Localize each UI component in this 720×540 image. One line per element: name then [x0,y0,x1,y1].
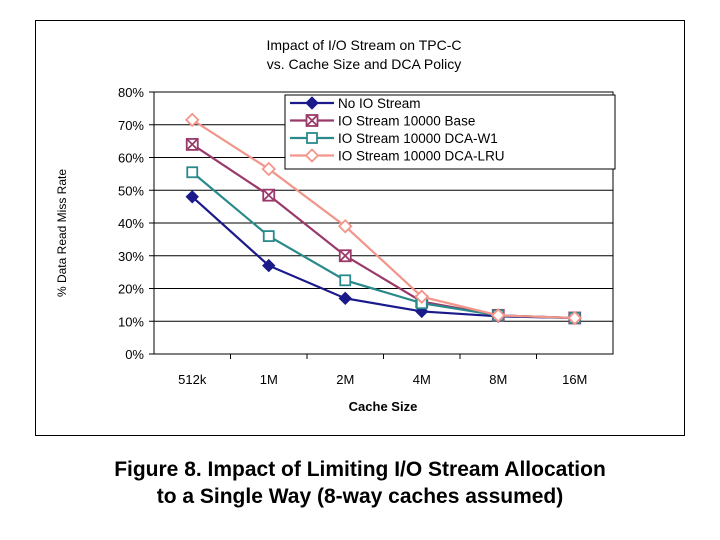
data-point [414,289,430,304]
data-point [490,308,506,323]
x-tick-label: 4M [413,372,431,387]
y-tick-label: 0% [125,347,144,362]
y-tick-label: 60% [118,151,144,166]
legend-label: IO Stream 10000 DCA-W1 [338,131,498,146]
y-tick-label: 40% [118,216,144,231]
legend-item-2: IO Stream 10000 Base [290,114,475,129]
caption-line-2: to a Single Way (8-way caches assumed) [156,485,564,508]
legend-item-4: IO Stream 10000 DCA-LRU [290,148,505,164]
data-point [185,138,199,151]
x-tick-label: 1M [260,372,278,387]
data-point [337,219,353,234]
data-point [185,190,199,204]
series-1 [185,190,582,325]
y-tick-label: 30% [118,249,144,264]
chart-frame: Impact of I/O Stream on TPC-C vs. Cache … [35,20,685,436]
data-point [262,230,275,243]
legend-item-1: No IO Stream [290,96,421,111]
data-point [261,161,277,177]
legend-label: IO Stream 10000 Base [338,114,475,129]
data-point [186,166,199,179]
chart-title-line-2: vs. Cache Size and DCA Policy [267,56,462,72]
legend-marker [305,114,319,127]
data-point [339,274,352,287]
series-line [191,118,575,320]
y-tick-label: 80% [118,85,144,100]
data-point [567,310,583,326]
legend-marker [306,132,318,144]
series-line [191,171,575,320]
y-tick-label: 50% [118,183,144,198]
x-tick-label: 2M [336,372,354,387]
y-tick-label: 70% [118,118,144,133]
x-axis-label: Cache Size [349,399,418,414]
y-tick-label: 20% [118,282,144,297]
legend-label: No IO Stream [338,96,421,111]
legend-item-3: IO Stream 10000 DCA-W1 [290,131,498,146]
figure-caption: Figure 8. Impact of Limiting I/O Stream … [0,456,720,510]
legend-marker [305,96,319,110]
x-tick-label: 8M [489,372,507,387]
data-point [184,112,200,128]
y-axis-label: % Data Read Miss Rate [55,169,69,297]
series-4 [184,112,583,326]
data-point [338,249,352,263]
series-line [191,195,575,320]
legend: No IO Stream IO Stream 10000 Base IO Strea… [284,94,616,170]
chart-title-line-1: Impact of I/O Stream on TPC-C [266,37,461,53]
legend-label: IO Stream 10000 DCA-LRU [338,149,505,164]
y-tick-label: 10% [118,314,144,329]
legend-box [284,94,616,170]
legend-marker [304,148,320,163]
data-point [338,291,352,306]
data-point [262,188,276,202]
caption-line-1: Figure 8. Impact of Limiting I/O Stream … [114,458,606,481]
data-point [262,258,276,273]
x-tick-label: 512k [178,372,207,387]
series-layer [184,112,583,326]
line-chart: Impact of I/O Stream on TPC-C vs. Cache … [55,37,616,414]
x-tick-label: 16M [562,372,587,387]
x-axis-ticks: 512k 1M 2M 4M 8M 16M [178,354,587,387]
y-axis-ticks: 0% 10% 20% 30% 40% 50% 60% 70% 80% [118,85,154,362]
